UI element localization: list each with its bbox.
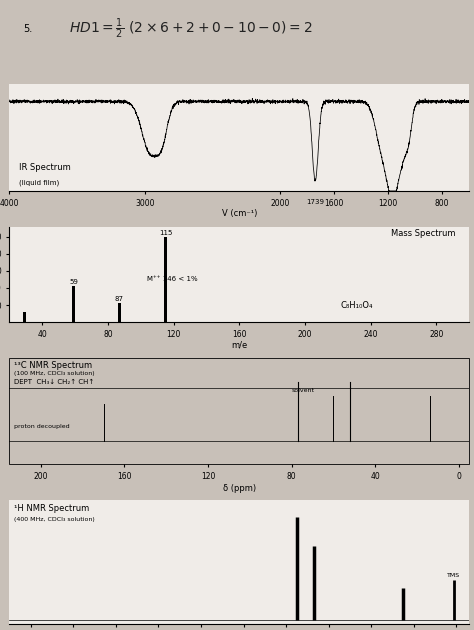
Text: ¹³C NMR Spectrum: ¹³C NMR Spectrum xyxy=(14,361,92,370)
Text: $HD1 = \frac{1}{2}\ (2\times6+2+0-10-0) = 2$: $HD1 = \frac{1}{2}\ (2\times6+2+0-10-0) … xyxy=(69,16,313,41)
Text: (400 MHz, CDCl₃ solution): (400 MHz, CDCl₃ solution) xyxy=(14,517,95,522)
Bar xyxy=(118,303,121,322)
Text: 115: 115 xyxy=(159,229,172,236)
Text: IR Spectrum: IR Spectrum xyxy=(18,163,71,172)
Text: Mass Spectrum: Mass Spectrum xyxy=(391,229,456,238)
Text: 87: 87 xyxy=(115,296,124,302)
Text: solvent: solvent xyxy=(292,388,315,393)
X-axis label: V (cm⁻¹): V (cm⁻¹) xyxy=(222,209,257,218)
Text: TMS: TMS xyxy=(447,573,460,578)
Bar xyxy=(23,312,26,322)
Bar xyxy=(164,237,167,322)
Text: M⁺⁺ 146 < 1%: M⁺⁺ 146 < 1% xyxy=(147,276,198,282)
Bar xyxy=(72,286,75,322)
Text: ¹H NMR Spectrum: ¹H NMR Spectrum xyxy=(14,504,89,513)
X-axis label: δ (ppm): δ (ppm) xyxy=(223,484,256,493)
X-axis label: m/e: m/e xyxy=(231,340,247,349)
Text: C₈H₁₀O₄: C₈H₁₀O₄ xyxy=(340,301,373,310)
Text: DEPT  CH₃↓ CH₂↑ CH↑: DEPT CH₃↓ CH₂↑ CH↑ xyxy=(14,379,94,385)
Text: 1739: 1739 xyxy=(306,200,324,205)
Text: 5.: 5. xyxy=(23,24,33,34)
Text: (100 MHz, CDCl₃ solution): (100 MHz, CDCl₃ solution) xyxy=(14,370,94,375)
Text: 59: 59 xyxy=(69,279,78,285)
Bar xyxy=(9,358,469,464)
Text: (liquid film): (liquid film) xyxy=(18,179,59,186)
Text: proton decoupled: proton decoupled xyxy=(14,424,69,429)
